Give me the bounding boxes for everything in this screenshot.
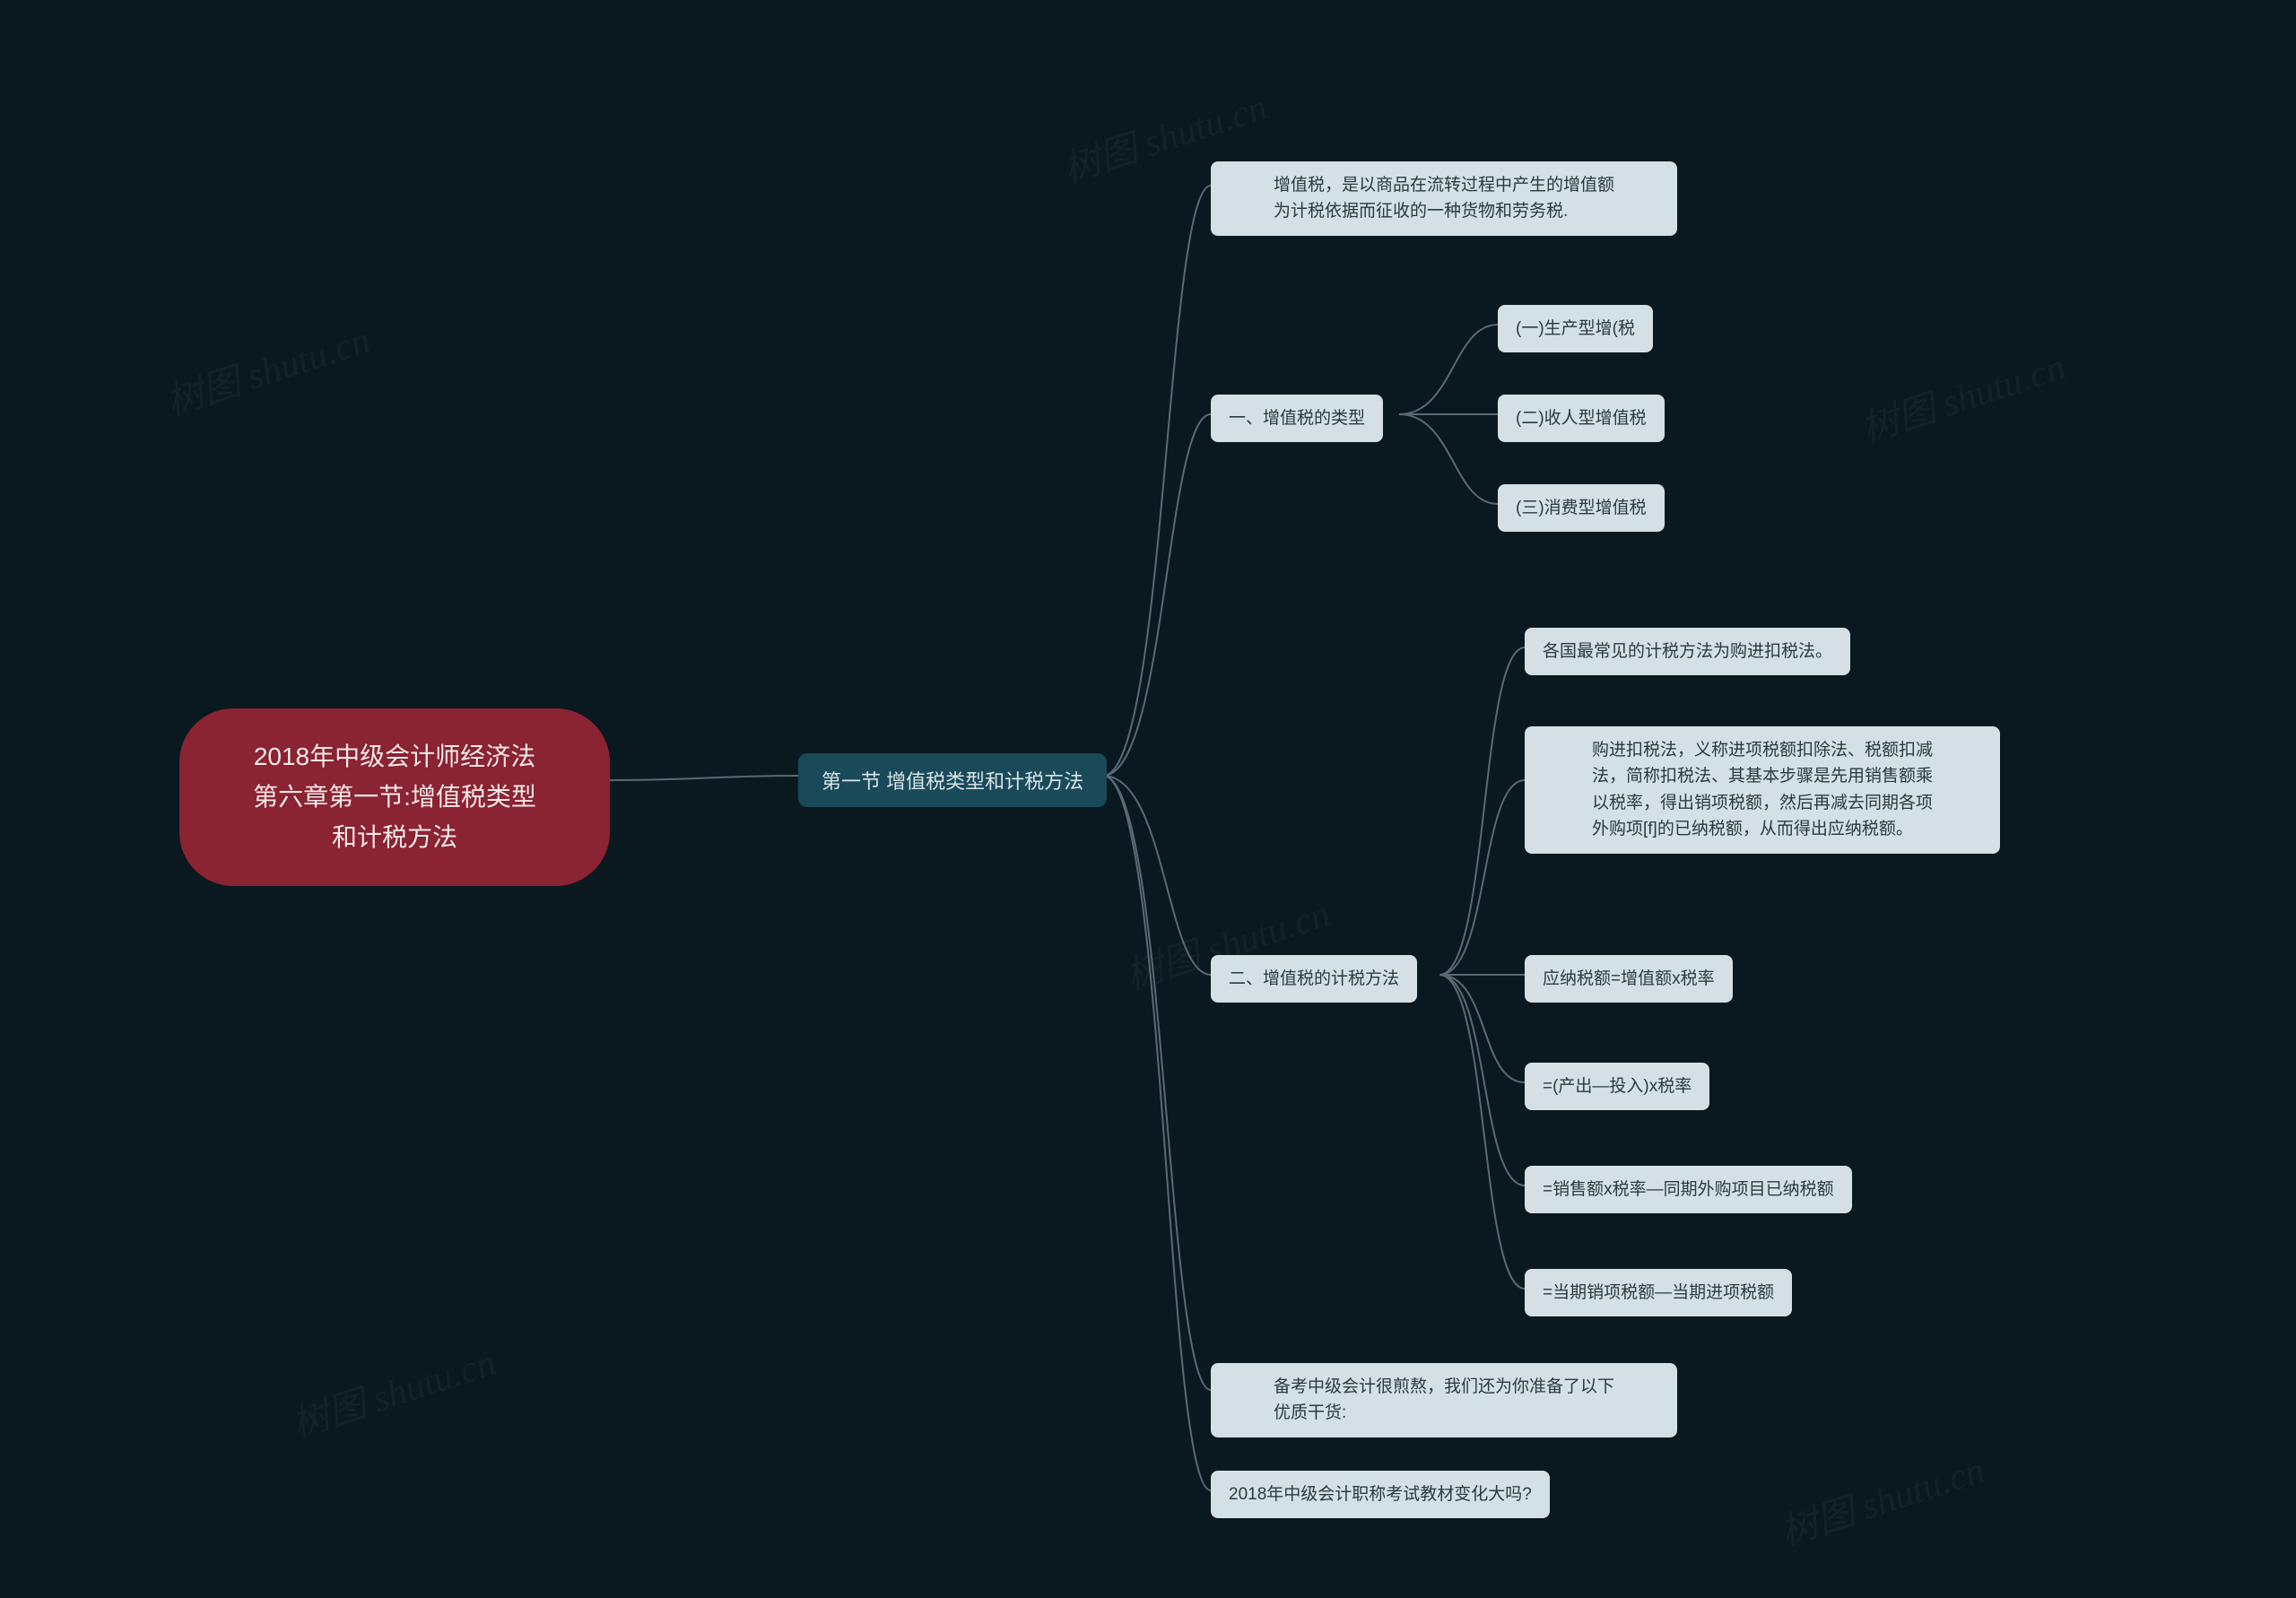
leaf-footer-1[interactable]: 备考中级会计很煎熬，我们还为你准备了以下 优质干货: bbox=[1211, 1363, 1677, 1437]
leaf-text: (三)消费型增值税 bbox=[1516, 495, 1647, 521]
leaf-text: 应纳税额=增值额x税率 bbox=[1543, 966, 1715, 992]
leaf-method-6[interactable]: =当期销项税额—当期进项税额 bbox=[1525, 1269, 1792, 1316]
leaf-text: (二)收人型增值税 bbox=[1516, 405, 1647, 431]
leaf-text: =(产出—投入)x税率 bbox=[1543, 1073, 1692, 1099]
leaf-types[interactable]: 一、增值税的类型 bbox=[1211, 395, 1383, 442]
leaf-method-2[interactable]: 购进扣税法，义称进项税额扣除法、税额扣减 法，简称扣税法、其基本步骤是先用销售额… bbox=[1525, 726, 2000, 854]
leaf-intro[interactable]: 增值税，是以商品在流转过程中产生的增值额 为计税依据而征收的一种货物和劳务税. bbox=[1211, 161, 1677, 236]
leaf-method-4[interactable]: =(产出—投入)x税率 bbox=[1525, 1063, 1709, 1110]
leaf-text: =当期销项税额—当期进项税额 bbox=[1543, 1280, 1774, 1306]
leaf-text: =销售额x税率—同期外购项目已纳税额 bbox=[1543, 1177, 1834, 1203]
root-node-text: 2018年中级会计师经济法 第六章第一节:增值税类型 和计税方法 bbox=[253, 737, 536, 857]
leaf-text: 增值税，是以商品在流转过程中产生的增值额 为计税依据而征收的一种货物和劳务税. bbox=[1274, 172, 1614, 225]
leaf-text: 备考中级会计很煎熬，我们还为你准备了以下 优质干货: bbox=[1274, 1374, 1614, 1427]
leaf-text: 二、增值税的计税方法 bbox=[1229, 966, 1399, 992]
leaf-type-3[interactable]: (三)消费型增值税 bbox=[1498, 484, 1665, 532]
leaf-text: 一、增值税的类型 bbox=[1229, 405, 1365, 431]
branch-section-title[interactable]: 第一节 增值税类型和计税方法 bbox=[798, 753, 1107, 807]
leaf-text: 购进扣税法，义称进项税额扣除法、税额扣减 法，简称扣税法、其基本步骤是先用销售额… bbox=[1592, 737, 1933, 843]
leaf-method-3[interactable]: 应纳税额=增值额x税率 bbox=[1525, 955, 1733, 1003]
leaf-text: 各国最常见的计税方法为购进扣税法。 bbox=[1543, 638, 1832, 664]
leaf-method-5[interactable]: =销售额x税率—同期外购项目已纳税额 bbox=[1525, 1166, 1852, 1213]
branch-label: 第一节 增值税类型和计税方法 bbox=[822, 766, 1083, 795]
leaf-type-1[interactable]: (一)生产型增(税 bbox=[1498, 305, 1653, 352]
leaf-text: (一)生产型增(税 bbox=[1516, 316, 1635, 342]
watermark: 树图 shutu.cn bbox=[1853, 336, 2071, 454]
leaf-footer-2[interactable]: 2018年中级会计职称考试教材变化大吗? bbox=[1211, 1471, 1550, 1518]
leaf-text: 2018年中级会计职称考试教材变化大吗? bbox=[1229, 1481, 1532, 1507]
leaf-method-1[interactable]: 各国最常见的计税方法为购进扣税法。 bbox=[1525, 628, 1850, 675]
mindmap-canvas: 树图 shutu.cn 树图 shutu.cn 树图 shutu.cn 树图 s… bbox=[0, 0, 2296, 1598]
leaf-type-2[interactable]: (二)收人型增值税 bbox=[1498, 395, 1665, 442]
watermark: 树图 shutu.cn bbox=[158, 309, 376, 427]
root-node[interactable]: 2018年中级会计师经济法 第六章第一节:增值税类型 和计税方法 bbox=[179, 708, 610, 886]
watermark: 树图 shutu.cn bbox=[1772, 1439, 1990, 1557]
leaf-methods[interactable]: 二、增值税的计税方法 bbox=[1211, 955, 1417, 1003]
watermark: 树图 shutu.cn bbox=[283, 1332, 501, 1449]
